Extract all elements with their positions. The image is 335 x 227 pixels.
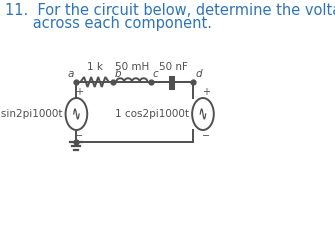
Text: d: d [196, 69, 202, 79]
Text: 1 sin2pi1000t: 1 sin2pi1000t [0, 109, 63, 119]
Text: across each component.: across each component. [5, 16, 212, 31]
Text: 50 nF: 50 nF [159, 62, 188, 72]
Text: c: c [152, 69, 158, 79]
Text: b: b [114, 69, 121, 79]
Text: 1 k: 1 k [87, 62, 103, 72]
Text: 1 cos2pi1000t: 1 cos2pi1000t [116, 109, 189, 119]
Text: −: − [202, 131, 210, 141]
Text: +: + [202, 87, 210, 97]
Text: −: − [75, 131, 83, 141]
Text: +: + [75, 87, 83, 97]
Text: 50 mH: 50 mH [115, 62, 149, 72]
Text: a: a [67, 69, 74, 79]
Text: 11.  For the circuit below, determine the voltages: 11. For the circuit below, determine the… [5, 3, 335, 18]
